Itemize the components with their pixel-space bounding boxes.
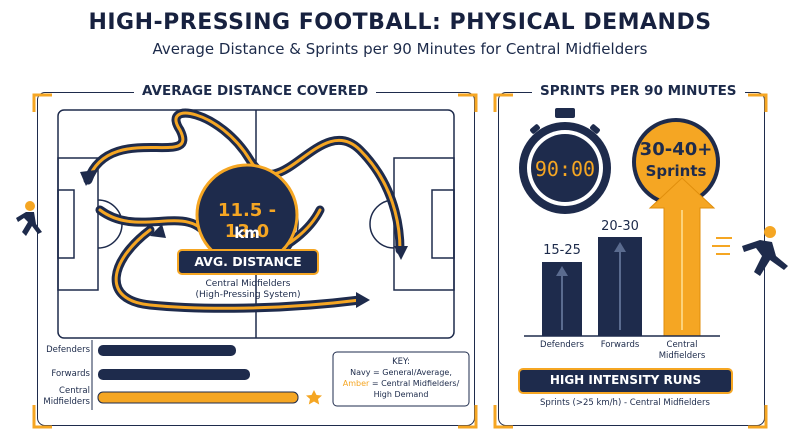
avg-distance-banner <box>177 249 319 275</box>
caption-line2: (High-Pressing System) <box>195 290 301 300</box>
sprint-label-defenders: Defenders <box>540 340 584 350</box>
page-subtitle: Average Distance & Sprints per 90 Minute… <box>152 40 648 58</box>
runner-icon <box>16 201 42 236</box>
sprint-label-forwards: Forwards <box>600 340 640 350</box>
corner-bracket <box>493 405 513 429</box>
sprint-label-cm-line1: Central <box>666 340 698 350</box>
key-line2: Amber = Central Midfielders/ <box>333 379 469 388</box>
sprint-label-cm-line2: Midfielders <box>658 351 706 361</box>
corner-bracket <box>493 93 513 112</box>
corner-bracket <box>458 405 478 429</box>
right-panel-heading: SPRINTS PER 90 MINUTES <box>532 83 745 99</box>
distance-label-cm-line2: Midfielders <box>43 397 90 407</box>
badge-value: 11.5 - 13.0 <box>217 200 277 242</box>
key-line2-rest: = Central Midfielders/ <box>369 379 460 388</box>
corner-bracket <box>748 405 768 429</box>
key-title: KEY: <box>392 357 410 367</box>
high-intensity-banner <box>518 368 733 394</box>
badge-unit: km <box>234 224 260 242</box>
high-intensity-banner-text: HIGH INTENSITY RUNS <box>549 373 702 387</box>
sprints-footnote: Sprints (>25 km/h) - Central Midfielders <box>540 398 710 408</box>
stopwatch-icon <box>519 108 611 214</box>
key-line3: High Demand <box>373 390 429 399</box>
key-amber-word: Amber <box>342 379 370 388</box>
corner-bracket <box>748 93 768 112</box>
corner-bracket <box>458 93 478 112</box>
sprint-value-defenders: 15-25 <box>543 243 581 258</box>
left-panel-heading: AVERAGE DISTANCE COVERED <box>134 83 377 99</box>
sprint-value-forwards: 20-30 <box>601 219 639 234</box>
distance-label-defenders: Defenders <box>46 345 90 355</box>
star-icon <box>306 390 322 405</box>
distance-bar-central-midfielders <box>97 391 299 404</box>
avg-distance-label: AVG. DISTANCE <box>194 254 302 269</box>
caption-line1: Central Midfielders <box>205 279 291 289</box>
distance-bars <box>97 345 299 404</box>
path-arrowheads <box>80 170 408 308</box>
distance-bar-defenders <box>98 345 236 356</box>
sprints-highlight-value: 30-40+ <box>639 139 713 160</box>
key-line1: Navy = General/Average, <box>350 368 452 377</box>
distance-bar-forwards <box>98 369 250 380</box>
sprinter-icon <box>712 226 788 276</box>
distance-label-forwards: Forwards <box>51 369 90 379</box>
corner-bracket <box>32 405 52 429</box>
stopwatch-display: 90:00 <box>534 157 596 181</box>
key-box <box>332 351 470 407</box>
distance-label-cm-line1: Central <box>59 386 90 396</box>
sprints-highlight-unit: Sprints <box>645 162 707 180</box>
corner-bracket <box>32 93 52 112</box>
page-title: HIGH-PRESSING FOOTBALL: PHYSICAL DEMANDS <box>88 10 712 35</box>
